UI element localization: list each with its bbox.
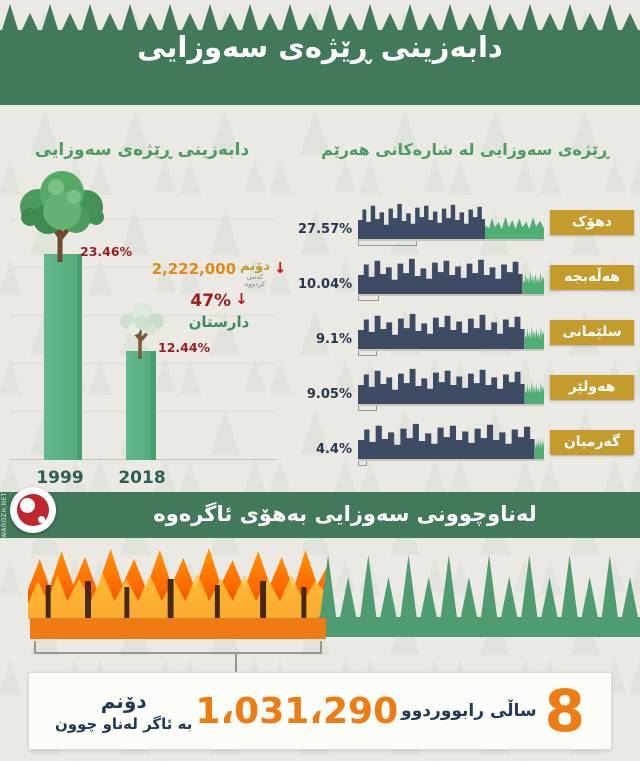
city-bar [358, 201, 544, 246]
bar-2018 [126, 350, 156, 460]
city-percent: 27.57% [298, 222, 353, 237]
city-skyline-icon [358, 258, 523, 294]
city-bar [358, 366, 544, 411]
fire-stats-box: 8 ساڵی رابووردوو 1،031،290 دۆنم بە ئاگر … [28, 672, 612, 750]
city-percent: 9.1% [315, 332, 352, 347]
bar-value-2018: 12.44% [158, 340, 211, 355]
city-percent: 9.05% [306, 387, 352, 402]
year-label-2018: 2018 [118, 468, 166, 488]
greenery-extent-bracket [358, 296, 380, 301]
years-label: ساڵی رابووردوو [401, 701, 537, 721]
city-skyline-icon [358, 368, 525, 404]
city-row: 27.57% دهۆک [298, 196, 634, 251]
decrease-arrow-icon: ↓ [273, 259, 287, 277]
decrease-arrow-icon: ↓ [235, 290, 248, 309]
header-banner: دابەزینی ڕێژەی سەوزایی [0, 0, 640, 105]
city-skyline-icon [358, 203, 486, 239]
burned-amount: 1،031،290 [195, 690, 399, 732]
forest-silhouette-icon [318, 555, 640, 637]
fire-section-banner: DWAROZH.NET لەناوچوونی سەوزایی بەهۆی ئاگ… [0, 487, 640, 544]
fire-section-title: لەناوچوونی سەوزایی بەهۆی ئاگرەوە [153, 502, 537, 526]
city-percent: 4.4% [315, 442, 352, 457]
sparse-tree-icon [120, 300, 164, 359]
greenery-extent-bracket [358, 241, 417, 246]
greenery-icon [534, 436, 544, 459]
burned-desc: بە ئاگر لەناو چوون [55, 715, 193, 733]
bar-value-1999: 23.46% [80, 244, 133, 259]
greenery-extent-bracket [358, 351, 378, 356]
bracket-stem [234, 654, 237, 672]
greenery-extent-bracket [358, 406, 378, 411]
burned-area-bracket [34, 641, 322, 672]
gridline [10, 267, 276, 268]
city-label: گەرمیان [550, 430, 634, 455]
years-number: 8 [544, 676, 585, 745]
city-row: 10.04% هەڵەبجە [298, 251, 634, 306]
city-row: 9.05% هەولێر [298, 361, 634, 416]
city-percent: 10.04% [298, 277, 353, 292]
bar-1999 [44, 253, 82, 460]
greenery-extent-bracket [358, 461, 368, 466]
logo-text: DWAROZH.NET [1, 492, 8, 544]
gridline [10, 219, 276, 220]
city-label: هەولێر [550, 375, 634, 400]
forest-decrease-percent: 47% [190, 291, 232, 312]
page-title: دابەزینی ڕێژەی سەوزایی [137, 30, 503, 64]
city-label: سلێمانی [550, 320, 634, 345]
city-greenery-chart: 27.57% دهۆک 10.04% هەڵەبجە 9.1% [298, 196, 634, 471]
city-skyline-icon [358, 313, 525, 349]
burning-trees-icon [28, 548, 328, 619]
burned-unit: دۆنم [100, 689, 147, 713]
city-skyline-icon [358, 423, 535, 459]
burned-unit-group: دۆنم بە ئاگر لەناو چوون [55, 689, 192, 733]
lost-area-value: 2,222,000 [151, 260, 237, 278]
years-group: 8 ساڵی رابووردوو [401, 676, 585, 745]
city-label: هەڵەبجە [550, 265, 634, 290]
treeline-icon [0, 4, 640, 105]
area-unit-label: دۆنم [240, 259, 270, 274]
city-bar [358, 311, 544, 356]
greenery-icon [524, 326, 544, 349]
forest-category-label: دارستان [188, 313, 250, 332]
city-bar [358, 421, 544, 466]
decline-chart-title: دابەزینی ڕێژەی سەوزایی [34, 140, 250, 160]
city-row: 4.4% گەرمیان [298, 416, 634, 471]
decline-annotation: 2,222,000 دۆنم کەمی کردووە ↓ 47% ↓ دارست… [152, 259, 287, 332]
decline-bar-chart: 23.46% 12.44% 1999 2018 2,222,000 دۆنم ک… [10, 156, 287, 488]
city-row: 9.1% سلێمانی [298, 306, 634, 361]
logo-swirl-icon [17, 494, 49, 526]
city-label: دهۆک [550, 210, 634, 235]
decrease-note: کەمی کردووە [244, 272, 266, 288]
year-label-1999: 1999 [36, 468, 84, 488]
city-chart-title: ڕێژەی سەوزایی لە شارەکانی هەرێم [321, 140, 609, 159]
lush-tree-icon [20, 170, 104, 262]
burned-area-bar [30, 618, 326, 639]
greenery-icon [524, 381, 544, 404]
dwarozh-logo [10, 487, 56, 533]
city-bar [358, 256, 544, 301]
greenery-icon [485, 216, 544, 239]
greenery-icon [522, 271, 544, 294]
